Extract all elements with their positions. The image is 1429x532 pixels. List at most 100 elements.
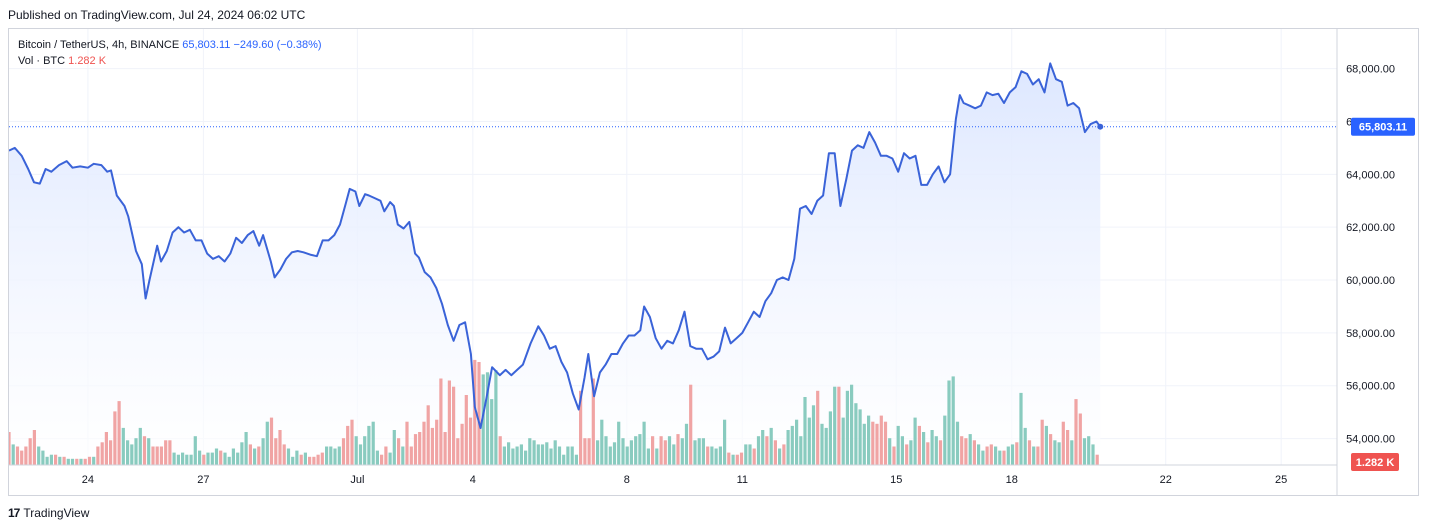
volume-bar: [655, 448, 659, 465]
volume-bar: [104, 432, 108, 465]
volume-bar: [1015, 442, 1019, 465]
volume-bar: [634, 436, 638, 465]
volume-bar: [977, 444, 981, 465]
volume-bar: [291, 456, 295, 465]
legend-volume-value: 1.282 K: [68, 55, 107, 67]
volume-bar: [134, 438, 138, 465]
volume-bar: [274, 438, 278, 465]
volume-bar: [528, 438, 532, 465]
volume-bar: [223, 452, 227, 465]
volume-bar: [1091, 444, 1095, 465]
volume-bar: [456, 438, 460, 465]
price-chart[interactable]: 68,000.0066,000.0064,000.0062,000.0060,0…: [9, 29, 1419, 496]
volume-bar: [261, 438, 265, 465]
volume-bar: [58, 456, 62, 465]
x-tick-label: 15: [890, 474, 902, 486]
volume-bar: [54, 454, 58, 465]
volume-bar: [684, 423, 689, 465]
volume-bar: [947, 380, 951, 465]
y-tick-label: 58,000.00: [1346, 328, 1395, 340]
volume-bar: [452, 386, 456, 465]
volume-bar: [579, 390, 583, 465]
volume-bar: [1078, 413, 1082, 465]
volume-bar: [346, 425, 350, 465]
volume-bar: [367, 425, 371, 465]
volume-bar: [468, 417, 473, 465]
volume-bar: [28, 438, 32, 465]
volume-bar: [926, 442, 930, 465]
volume-bar: [185, 454, 189, 465]
volume-bar: [138, 427, 142, 465]
volume-bar: [735, 454, 739, 465]
volume-bar: [524, 450, 528, 465]
volume-bar: [265, 421, 269, 465]
volume-bar: [1061, 421, 1065, 465]
volume-bar: [308, 456, 312, 465]
volume-bar: [549, 448, 553, 465]
volume-bar: [1002, 450, 1006, 465]
volume-bar: [350, 419, 354, 465]
volume-bar: [867, 415, 871, 465]
volume-bar: [397, 438, 401, 465]
volume-bar: [841, 417, 845, 465]
chart-pane[interactable]: 68,000.0066,000.0064,000.0062,000.0060,0…: [8, 28, 1419, 496]
volume-bar: [621, 438, 625, 465]
volume-bar: [1066, 430, 1070, 465]
volume-bar: [384, 446, 388, 465]
volume-bar: [828, 411, 832, 465]
volume-bar: [629, 440, 633, 465]
volume-bar: [765, 436, 769, 465]
volume-bar: [435, 419, 439, 465]
volume-bar: [388, 452, 392, 465]
volume-bar: [168, 440, 172, 465]
volume-bar: [710, 446, 714, 465]
price-line: [9, 62, 1102, 429]
volume-bar: [909, 440, 913, 465]
volume-bar: [92, 456, 96, 465]
legend: Bitcoin / TetherUS, 4h, BINANCE 65,803.1…: [18, 37, 322, 69]
volume-bar: [164, 440, 168, 465]
volume-bar: [502, 446, 506, 465]
legend-change: −249.60 (−0.38%): [233, 39, 322, 51]
volume-bar: [70, 458, 75, 465]
volume-bar: [1074, 399, 1078, 465]
volume-bar: [401, 446, 405, 465]
volume-bar: [151, 446, 155, 465]
volume-bar: [845, 390, 849, 465]
volume-bar: [418, 432, 422, 465]
volume-bar: [807, 417, 811, 465]
volume-bar: [761, 430, 765, 465]
volume-bar: [282, 444, 286, 465]
y-tick-label: 54,000.00: [1346, 434, 1395, 446]
volume-bar: [45, 456, 49, 465]
x-tick-label: 22: [1160, 474, 1172, 486]
volume-bar: [701, 438, 705, 465]
volume-bar: [409, 446, 413, 465]
volume-bar: [494, 370, 498, 465]
volume-bar: [380, 454, 384, 465]
volume-bar: [1057, 442, 1061, 465]
volume-bar: [485, 372, 490, 465]
y-tick-label: 62,000.00: [1346, 222, 1395, 234]
volume-bar: [439, 378, 443, 465]
legend-symbol[interactable]: Bitcoin / TetherUS, 4h, BINANCE: [18, 39, 180, 51]
volume-bar: [816, 390, 820, 465]
volume-bar: [37, 446, 41, 465]
volume-bar: [11, 444, 15, 465]
volume-bar: [651, 436, 655, 465]
volume-bar: [659, 436, 663, 465]
volume-bar: [545, 442, 549, 465]
volume-bar: [985, 446, 989, 465]
volume-bar: [646, 448, 650, 465]
legend-volume-label[interactable]: Vol · BTC: [18, 55, 66, 67]
volume-bar: [900, 436, 904, 465]
volume-bar: [248, 444, 252, 465]
volume-bar: [697, 438, 701, 465]
volume-bar: [769, 427, 773, 465]
volume-bar: [426, 405, 430, 465]
x-tick-label: Jul: [350, 474, 364, 486]
volume-bar: [1049, 434, 1053, 465]
volume-bar: [87, 456, 92, 465]
legend-volume-row: Vol · BTC 1.282 K: [18, 53, 322, 69]
volume-bar: [570, 446, 574, 465]
